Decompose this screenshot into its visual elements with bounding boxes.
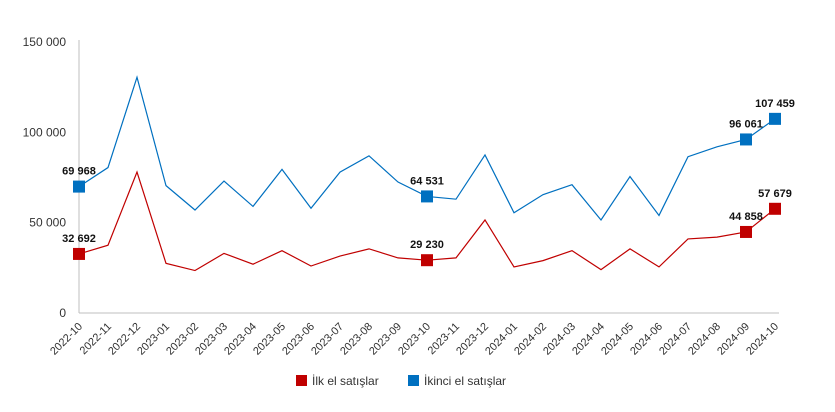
x-tick-label: 2023-10 [396, 321, 433, 358]
data-label: 32 692 [62, 233, 96, 245]
data-marker [421, 254, 433, 267]
data-label: 44 858 [729, 211, 763, 223]
data-marker [740, 133, 752, 146]
series-ikinci-el: 69 968 64 531 96 061 107 459 [62, 75, 795, 221]
legend-swatch [296, 375, 307, 386]
legend-swatch [408, 375, 419, 386]
series-layer: 32 692 29 230 44 858 57 679 69 968 64 531 96 0… [62, 75, 795, 272]
y-tick-label: 50 000 [29, 216, 66, 230]
data-label: 69 968 [62, 166, 96, 178]
y-tick-label: 100 000 [23, 125, 67, 139]
data-marker [421, 190, 433, 203]
series-ilk-el: 32 692 29 230 44 858 57 679 [62, 170, 792, 272]
data-marker [769, 112, 781, 125]
legend-label: İlk el satışlar [312, 374, 379, 388]
data-marker [73, 180, 85, 193]
x-tick-label: 2024-10 [744, 321, 781, 358]
data-label: 96 061 [729, 118, 763, 130]
y-axis: 0 50 000 100 000 150 000 [23, 35, 80, 320]
data-marker [740, 225, 752, 238]
legend: İlk el satışlar İkinci el satışlar [296, 374, 506, 388]
data-label: 107 459 [755, 98, 795, 110]
x-tick-label: 2022-10 [48, 321, 85, 358]
data-label: 57 679 [758, 188, 792, 200]
data-label: 64 531 [410, 175, 444, 187]
y-tick-label: 0 [59, 306, 66, 320]
y-tick-label: 150 000 [23, 35, 67, 49]
legend-label: İkinci el satışlar [424, 374, 506, 388]
data-marker [769, 202, 781, 215]
data-label: 29 230 [410, 239, 444, 251]
data-marker [73, 247, 85, 260]
x-axis: 2022-102022-112022-122023-012023-022023-… [48, 312, 781, 358]
